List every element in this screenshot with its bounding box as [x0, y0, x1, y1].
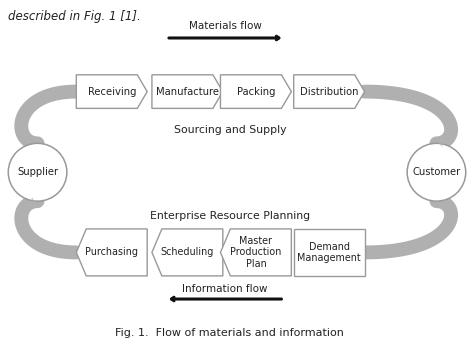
Text: Demand
Management: Demand Management: [297, 241, 361, 263]
Polygon shape: [294, 75, 365, 108]
Polygon shape: [76, 75, 147, 108]
Text: Materials flow: Materials flow: [189, 21, 262, 31]
Polygon shape: [152, 75, 223, 108]
Polygon shape: [76, 229, 147, 276]
Text: described in Fig. 1 [1].: described in Fig. 1 [1].: [8, 10, 140, 23]
Text: Distribution: Distribution: [300, 87, 358, 97]
Circle shape: [407, 143, 466, 201]
Text: Supplier: Supplier: [17, 167, 58, 177]
Text: Information flow: Information flow: [182, 284, 268, 294]
Text: Packing: Packing: [237, 87, 275, 97]
Polygon shape: [152, 229, 223, 276]
Bar: [294, 229, 365, 276]
Text: Scheduling: Scheduling: [161, 247, 214, 257]
Text: Manufacture: Manufacture: [156, 87, 219, 97]
Text: Receiving: Receiving: [88, 87, 136, 97]
Text: Customer: Customer: [412, 167, 461, 177]
Circle shape: [8, 143, 67, 201]
Polygon shape: [220, 75, 292, 108]
Text: Fig. 1.  Flow of materials and information: Fig. 1. Flow of materials and informatio…: [116, 327, 344, 338]
Polygon shape: [220, 229, 292, 276]
Text: Sourcing and Supply: Sourcing and Supply: [173, 125, 286, 135]
Text: Purchasing: Purchasing: [85, 247, 138, 257]
Text: Enterprise Resource Planning: Enterprise Resource Planning: [150, 211, 310, 221]
Text: Master
Production
Plan: Master Production Plan: [230, 236, 282, 269]
